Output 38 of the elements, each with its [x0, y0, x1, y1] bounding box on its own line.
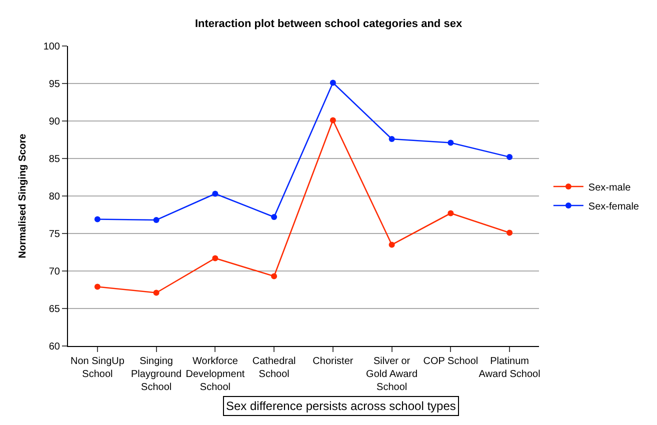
y-tick-label: 70 [48, 266, 60, 278]
point [388, 242, 395, 248]
point [271, 214, 278, 220]
point [153, 290, 160, 296]
point [388, 136, 395, 142]
point [448, 210, 454, 216]
point [212, 190, 218, 197]
point [448, 140, 454, 146]
x-tick-label: Non SingUp School [70, 356, 125, 380]
x-tick-label: Chorister [312, 356, 354, 367]
point [153, 217, 160, 223]
point [271, 273, 278, 280]
legend-label: Sex-female [588, 201, 640, 212]
x-tick-label: Singing Playground School [131, 356, 182, 393]
point [212, 255, 218, 262]
x-tick-label: Silver or Gold Award School [366, 356, 418, 393]
y-tick-label: 80 [48, 192, 60, 202]
point [506, 154, 513, 160]
y-tick-label: 95 [48, 79, 60, 90]
y-tick-label: 100 [43, 42, 60, 52]
chart-title: Interaction plot between school categories and sex [194, 18, 463, 30]
y-axis-title: Normalised Singing Score [17, 133, 28, 258]
point [506, 230, 513, 236]
y-tick-label: 65 [48, 304, 60, 315]
y-tick-label: 85 [48, 154, 60, 165]
point [94, 284, 100, 290]
text: Sex difference persists across school types [226, 399, 456, 413]
y-tick-label: 75 [48, 229, 60, 240]
legend-label: Sex-male [588, 182, 632, 194]
x-tick-label: Platinum Award School [478, 356, 540, 380]
x-tick-label: COP School [423, 356, 478, 367]
x-tick-label: Workforce Development School [186, 356, 245, 393]
point [330, 117, 336, 124]
point [94, 216, 100, 222]
x-tick-label: Cathedral School [252, 356, 296, 380]
y-tick-label: 60 [48, 342, 60, 352]
point [330, 80, 336, 86]
y-tick-label: 90 [48, 116, 60, 128]
